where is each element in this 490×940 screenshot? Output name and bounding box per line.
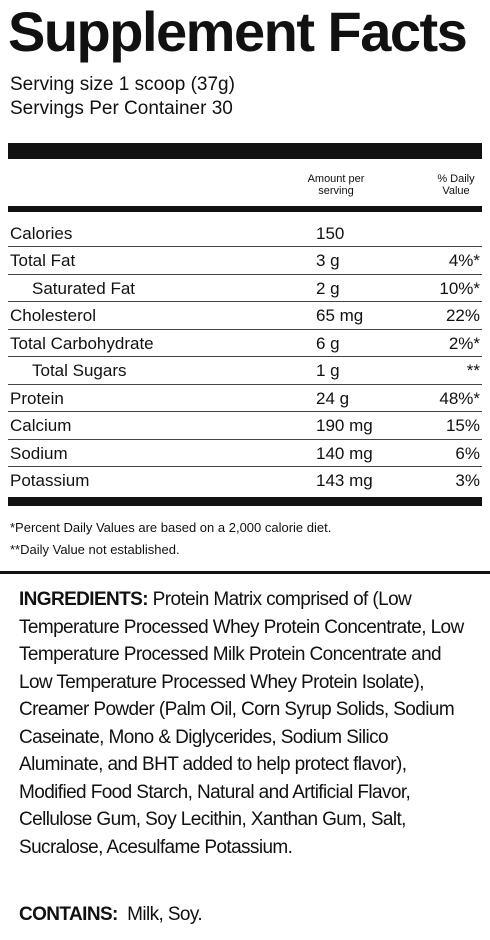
nutrient-name: Sodium (10, 444, 68, 463)
row-divider (8, 246, 482, 247)
nutrient-amount: 65 mg (316, 306, 364, 325)
row-divider (8, 384, 482, 385)
nutrient-name: Total Sugars (32, 361, 127, 380)
nutrient-daily-value: 15% (445, 416, 480, 435)
nutrient-daily-value: 6% (455, 444, 480, 463)
header-rule (8, 206, 482, 212)
nutrient-row: Total Sugars 1 g ** (8, 357, 482, 384)
nutrient-name: Cholesterol (10, 306, 96, 325)
top-thick-rule (8, 143, 482, 159)
nutrient-row: Potassium 143 mg 3% (8, 467, 482, 494)
nutrient-amount: 150 (316, 224, 345, 243)
amount-per-serving-header: Amount per serving (307, 173, 365, 197)
nutrient-amount: 2 g (316, 279, 340, 298)
footnote-not-established: **Daily Value not established. (10, 542, 180, 557)
serving-size: Serving size 1 scoop (37g) (10, 74, 235, 95)
nutrient-amount: 140 mg (316, 444, 373, 463)
nutrient-name: Potassium (10, 471, 90, 490)
nutrient-daily-value: 22% (445, 306, 480, 325)
nutrient-daily-value: 2%* (448, 334, 480, 353)
row-divider (8, 439, 482, 440)
nutrient-daily-value: 10%* (439, 279, 480, 298)
section-divider (0, 571, 490, 574)
daily-value-header: % Daily Value (437, 173, 475, 197)
nutrient-amount: 143 mg (316, 471, 373, 490)
nutrient-row: Total Fat 3 g 4%* (8, 247, 482, 274)
nutrient-row: Calories 150 (8, 220, 482, 247)
nutrient-row: Calcium 190 mg 15% (8, 412, 482, 439)
nutrient-row: Total Carbohydrate 6 g 2%* (8, 330, 482, 357)
contains-block: CONTAINS: Milk, Soy. (19, 902, 474, 928)
nutrient-row: Cholesterol 65 mg 22% (8, 302, 482, 329)
nutrient-name: Protein (10, 389, 64, 408)
row-divider (8, 466, 482, 467)
nutrient-daily-value: 3% (455, 471, 480, 490)
nutrient-amount: 3 g (316, 251, 340, 270)
nutrient-name: Calcium (10, 416, 72, 435)
servings-per-container: Servings Per Container 30 (10, 98, 233, 119)
nutrient-row: Protein 24 g 48%* (8, 385, 482, 412)
nutrient-name: Total Carbohydrate (10, 334, 154, 353)
row-divider (8, 274, 482, 275)
row-divider (8, 356, 482, 357)
nutrient-row: Saturated Fat 2 g 10%* (8, 275, 482, 302)
label-title: Supplement Facts (8, 0, 468, 63)
ingredients-label: INGREDIENTS: (19, 589, 149, 610)
footnote-daily-values: *Percent Daily Values are based on a 2,0… (10, 520, 332, 535)
row-divider (8, 411, 482, 412)
ingredients-block: INGREDIENTS: Protein Matrix comprised of… (19, 586, 474, 861)
nutrient-amount: 190 mg (316, 416, 373, 435)
contains-label: CONTAINS: (19, 904, 118, 925)
row-divider (8, 301, 482, 302)
nutrient-daily-value: 4%* (448, 251, 480, 270)
nutrient-name: Saturated Fat (32, 279, 136, 298)
nutrient-row: Sodium 140 mg 6% (8, 440, 482, 467)
nutrient-amount: 6 g (316, 334, 340, 353)
ingredients-text: Protein Matrix comprised of (Low Tempera… (19, 589, 464, 858)
nutrient-amount: 24 g (316, 389, 350, 408)
bottom-thick-rule (8, 497, 482, 506)
nutrient-daily-value: 48%* (439, 389, 480, 408)
contains-text: Milk, Soy. (127, 904, 203, 925)
row-divider (8, 329, 482, 330)
nutrient-name: Calories (10, 224, 73, 243)
nutrient-amount: 1 g (316, 361, 340, 380)
nutrient-daily-value: ** (466, 361, 480, 380)
nutrient-name: Total Fat (10, 251, 76, 270)
